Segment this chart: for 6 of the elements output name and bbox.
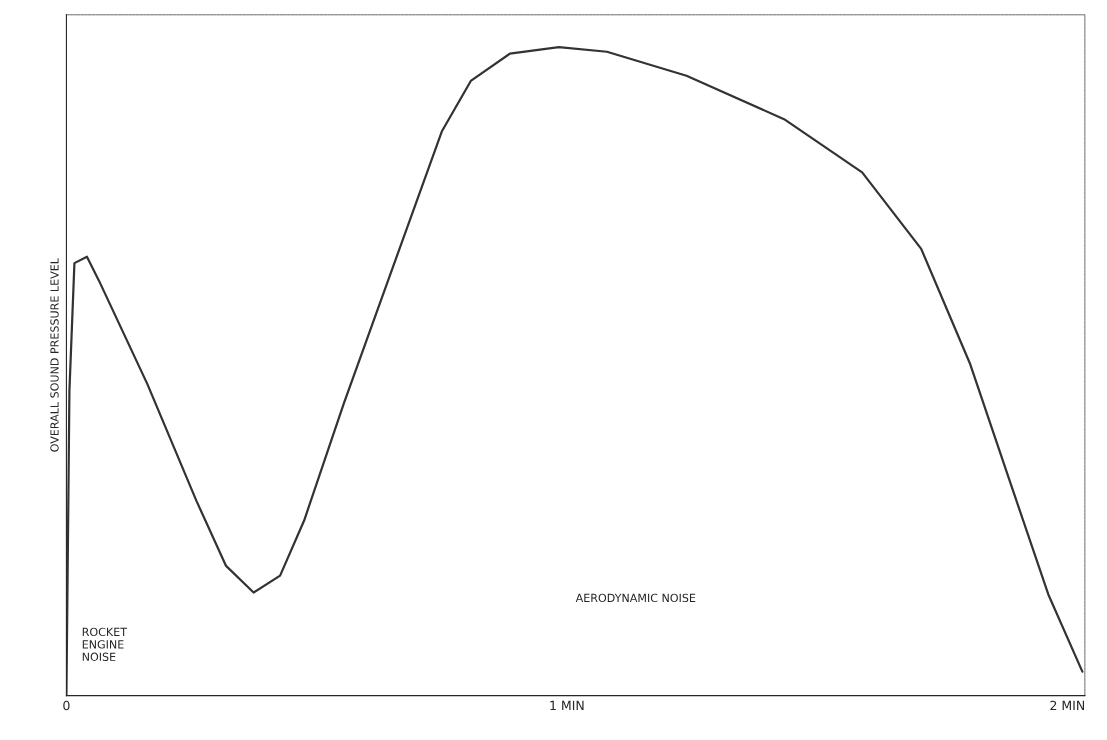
x-tick-label: 0 xyxy=(63,700,70,711)
y-axis-title: OVERALL SOUND PRESSURE LEVEL xyxy=(50,258,59,452)
annotation: AERODYNAMIC NOISE xyxy=(575,593,696,603)
x-tick-label: 2 MIN xyxy=(1050,700,1084,710)
x-tick-label: 1 MIN xyxy=(550,700,584,710)
annotation: ROCKET ENGINE NOISE xyxy=(82,627,128,661)
